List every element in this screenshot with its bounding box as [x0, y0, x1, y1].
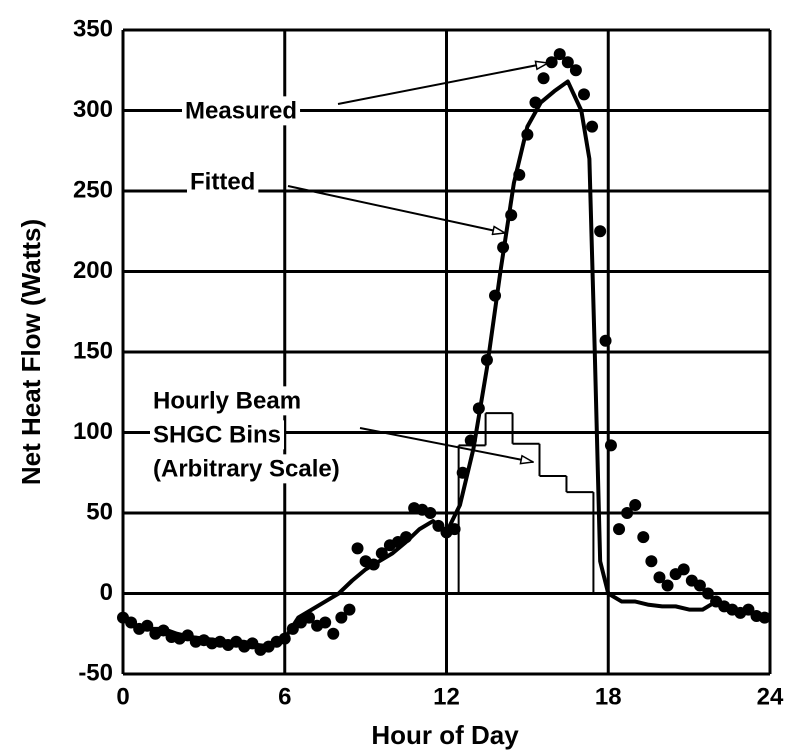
annotation: Hourly Beam — [153, 387, 301, 414]
measured-point — [661, 579, 674, 592]
x-tick-label: 6 — [278, 683, 291, 710]
measured-point — [537, 72, 550, 85]
annotation-bg — [150, 420, 285, 450]
y-tick-label: 50 — [86, 498, 113, 525]
measured-point — [319, 616, 332, 629]
annotation: (Arbitrary Scale) — [153, 455, 340, 482]
y-tick-label: 100 — [73, 418, 113, 445]
measured-point — [637, 531, 650, 544]
measured-point — [677, 563, 690, 576]
annotation: Fitted — [190, 168, 255, 195]
measured-point — [653, 571, 666, 584]
y-tick-label: 350 — [73, 15, 113, 42]
measured-point — [335, 611, 348, 624]
annotation-bg — [150, 386, 305, 416]
y-axis-title: Net Heat Flow (Watts) — [16, 219, 46, 485]
measured-point — [645, 555, 658, 568]
measured-point — [594, 225, 607, 238]
measured-point — [621, 507, 634, 519]
measured-point — [569, 64, 582, 77]
annotation-bg — [150, 454, 343, 484]
measured-point — [327, 627, 340, 640]
measured-point — [577, 88, 590, 101]
y-tick-label: 200 — [73, 257, 113, 284]
y-tick-label: 150 — [73, 337, 113, 364]
annotations: Measured Fitted Hourly Beam SHGC Bins (Arbit… — [150, 63, 548, 484]
measured-point — [629, 498, 642, 511]
x-tick-label: 12 — [433, 683, 460, 710]
annotation: Measured — [185, 97, 297, 124]
y-tick-label: 300 — [73, 96, 113, 123]
measured-point — [613, 523, 626, 536]
marks — [117, 48, 771, 656]
x-tick-label: 24 — [757, 683, 784, 710]
annotation-bg — [182, 96, 301, 126]
measured-point — [553, 48, 566, 61]
measured-point — [586, 120, 599, 133]
measured-point — [693, 579, 706, 592]
y-tick-label: 250 — [73, 176, 113, 203]
annotation-bg — [187, 167, 259, 197]
x-tick-label: 18 — [595, 683, 622, 710]
measured-point — [561, 56, 574, 69]
x-axis-title: Hour of Day — [371, 720, 519, 750]
arrow — [359, 427, 533, 462]
measured-point — [424, 507, 437, 519]
measured-point — [604, 439, 617, 452]
measured-point — [343, 603, 356, 616]
y-tick-label: -50 — [78, 659, 113, 686]
arrow — [337, 63, 548, 105]
measured-point — [701, 587, 714, 600]
measured-point — [599, 334, 612, 347]
annotation: SHGC Bins — [153, 421, 281, 448]
measured-point — [351, 542, 364, 555]
fitted-line — [121, 79, 771, 649]
arrow — [287, 185, 505, 233]
y-tick-label: 0 — [100, 579, 113, 606]
x-tick-label: 0 — [116, 683, 129, 710]
